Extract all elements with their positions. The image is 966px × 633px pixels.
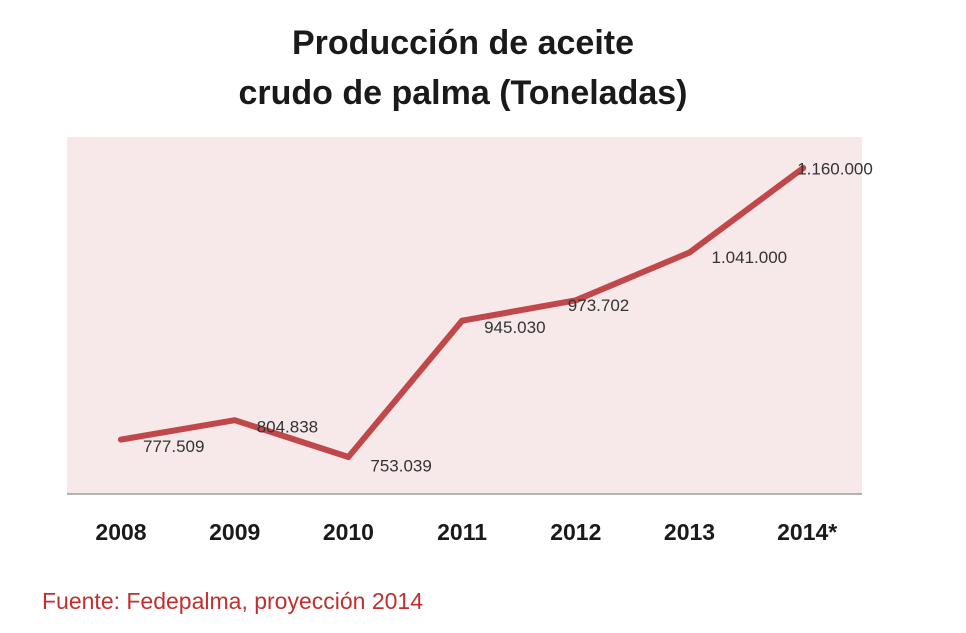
x-tick-label-2009: 2009 [209,519,260,545]
x-tick-label-2013: 2013 [664,519,715,545]
x-tick-label-2014: 2014* [777,519,837,545]
chart-title-line-2: crudo de palma (Toneladas) [238,74,688,112]
data-point-2012 [572,297,579,304]
data-point-2014 [800,165,807,171]
data-label-2009: 804.838 [257,418,318,437]
data-point-2008 [118,436,124,443]
chart-title: Producción de aceite crudo de palma (Ton… [0,18,926,118]
x-tick-label-2012: 2012 [550,519,601,545]
plot-area [67,137,862,494]
x-tick-label-2010: 2010 [323,519,374,545]
data-point-2009 [231,417,238,424]
data-label-2010: 753.039 [370,456,431,475]
chart-title-line-1: Producción de aceite [292,24,634,62]
data-label-2013: 1.041.000 [712,248,788,267]
data-label-2008: 777.509 [143,437,204,456]
data-point-2010 [345,454,352,460]
data-label-2011: 945.030 [484,318,545,337]
data-label-2012: 973.702 [568,296,629,315]
data-point-2011 [459,317,466,324]
data-point-2013 [686,249,693,256]
data-label-2014: 1.160.000 [797,159,873,178]
x-tick-label-2011: 2011 [437,519,487,545]
x-tick-label-2008: 2008 [95,519,146,545]
source-note: Fuente: Fedepalma, proyección 2014 [42,588,424,614]
